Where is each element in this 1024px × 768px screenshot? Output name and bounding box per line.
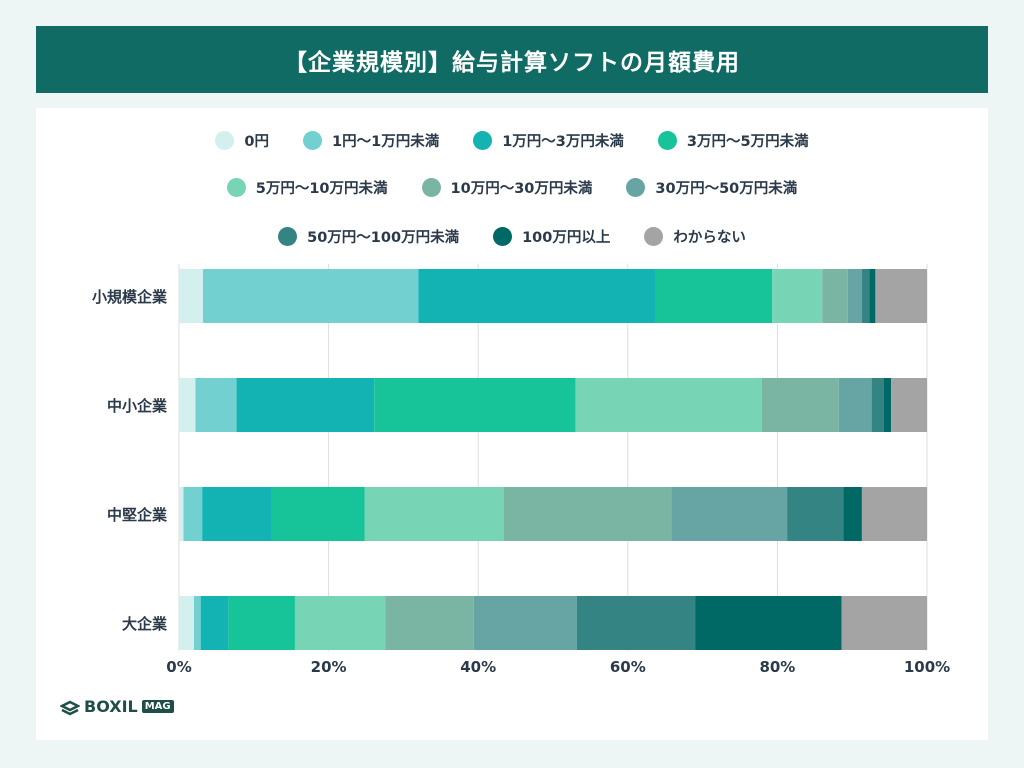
logo-icon bbox=[60, 700, 80, 715]
category-label: 小規模企業 bbox=[92, 288, 168, 306]
legend-label: 3万円〜5万円未満 bbox=[686, 134, 809, 150]
bar-segment bbox=[195, 378, 237, 432]
x-tick-label: 0% bbox=[166, 658, 191, 676]
bar-segment bbox=[202, 269, 419, 323]
bar-segment bbox=[883, 378, 892, 432]
bar-segment bbox=[364, 487, 504, 541]
logo-text: BOXIL bbox=[84, 697, 138, 716]
bar-segment bbox=[822, 269, 848, 323]
bar-segment bbox=[787, 487, 844, 541]
category-label: 大企業 bbox=[122, 615, 168, 633]
legend-item: 30万円〜50万円未満 bbox=[626, 177, 797, 198]
legend-item: わからない bbox=[644, 226, 746, 247]
legend-label: 50万円〜100万円未満 bbox=[307, 230, 460, 246]
bar-segment bbox=[193, 596, 201, 650]
legend-swatch bbox=[657, 131, 677, 150]
bar-segment bbox=[861, 487, 927, 541]
boxil-mag-logo: BOXIL MAG bbox=[60, 697, 174, 716]
bar-segment bbox=[772, 269, 823, 323]
bar-segment bbox=[473, 596, 577, 650]
bar-segment bbox=[655, 269, 773, 323]
bar-segment bbox=[761, 378, 839, 432]
bar-segment bbox=[576, 596, 696, 650]
bar-segment bbox=[695, 596, 842, 650]
legend-label: 0円 bbox=[244, 134, 270, 150]
legend-label: わからない bbox=[673, 230, 746, 246]
legend-item: 1万円〜3万円未満 bbox=[473, 130, 624, 151]
legend-item: 50万円〜100万円未満 bbox=[278, 226, 459, 247]
legend-swatch bbox=[626, 178, 646, 197]
bar-segment bbox=[183, 487, 203, 541]
legend-label: 100万円以上 bbox=[522, 230, 611, 246]
bar-segment bbox=[202, 487, 272, 541]
category-label: 中堅企業 bbox=[107, 506, 168, 524]
bar-segment bbox=[671, 487, 788, 541]
bar-segment bbox=[503, 487, 672, 541]
bar-segment bbox=[575, 378, 762, 432]
legend-item: 5万円〜10万円未満 bbox=[226, 177, 388, 198]
bar-segment bbox=[294, 596, 386, 650]
bar-segment bbox=[179, 269, 203, 323]
legend-swatch bbox=[215, 131, 235, 150]
x-tick-label: 20% bbox=[311, 658, 347, 676]
legend-swatch bbox=[644, 227, 664, 246]
bar-segment bbox=[843, 487, 862, 541]
bar-segment bbox=[861, 269, 870, 323]
bar-segment bbox=[869, 269, 876, 323]
x-tick-label: 80% bbox=[759, 658, 795, 676]
legend-item: 3万円〜5万円未満 bbox=[657, 130, 809, 151]
legend-swatch bbox=[493, 227, 513, 246]
bar-segment bbox=[418, 269, 656, 323]
bar-segment bbox=[841, 596, 927, 650]
legend-item: 100万円以上 bbox=[493, 226, 610, 247]
bar-segment bbox=[875, 269, 927, 323]
legend-swatch bbox=[226, 178, 246, 197]
legend-item: 10万円〜30万円未満 bbox=[421, 177, 593, 198]
bar-segment bbox=[847, 269, 862, 323]
bar-segment bbox=[179, 378, 196, 432]
chart-title: 【企業規模別】給与計算ソフトの月額費用 bbox=[284, 49, 740, 76]
bar-segment bbox=[838, 378, 872, 432]
x-tick-label: 60% bbox=[610, 658, 646, 676]
category-label: 中小企業 bbox=[107, 397, 168, 415]
bar-segment bbox=[179, 487, 184, 541]
legend-label: 30万円〜50万円未満 bbox=[655, 181, 798, 197]
legend-item: 0円 bbox=[215, 130, 269, 151]
bar-segment bbox=[891, 378, 927, 432]
bar-segment bbox=[385, 596, 474, 650]
bar-segment bbox=[271, 487, 365, 541]
chart-title-banner: 【企業規模別】給与計算ソフトの月額費用 bbox=[36, 26, 988, 93]
legend-swatch bbox=[421, 178, 441, 197]
logo-badge: MAG bbox=[141, 700, 174, 713]
legend-swatch bbox=[303, 131, 323, 150]
bar-segment bbox=[200, 596, 229, 650]
legend-label: 10万円〜30万円未満 bbox=[450, 181, 593, 197]
legend-row-1: 0円 1円〜1万円未満 1万円〜3万円未満 3万円〜5万円未満 bbox=[0, 130, 1024, 151]
legend-row-2: 5万円〜10万円未満 10万円〜30万円未満 30万円〜50万円未満 bbox=[0, 177, 1024, 198]
bar-segment bbox=[228, 596, 295, 650]
legend-swatch bbox=[473, 131, 493, 150]
legend-item: 1円〜1万円未満 bbox=[303, 130, 439, 151]
x-tick-label: 40% bbox=[460, 658, 496, 676]
x-tick-label: 100% bbox=[904, 658, 950, 676]
bar-segment bbox=[374, 378, 576, 432]
bar-segment bbox=[179, 596, 194, 650]
legend-swatch bbox=[278, 227, 298, 246]
legend-label: 5万円〜10万円未満 bbox=[255, 181, 388, 197]
legend-label: 1万円〜3万円未満 bbox=[502, 134, 624, 150]
legend-label: 1円〜1万円未満 bbox=[332, 134, 440, 150]
legend-row-3: 50万円〜100万円未満 100万円以上 わからない bbox=[0, 226, 1024, 247]
bar-segment bbox=[871, 378, 884, 432]
bar-segment bbox=[236, 378, 375, 432]
